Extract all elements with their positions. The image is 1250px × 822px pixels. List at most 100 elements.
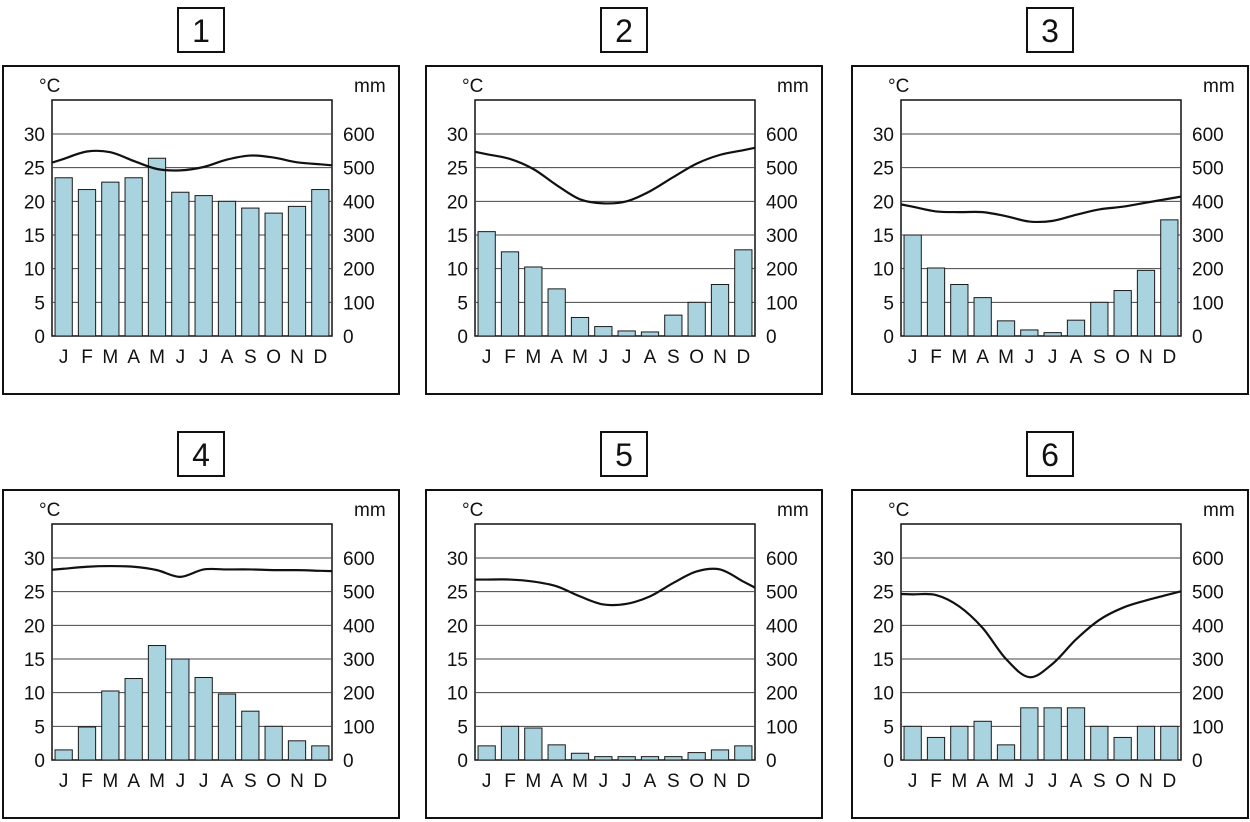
month-label: A <box>1070 347 1083 368</box>
precipitation-tick-label: 100 <box>1192 293 1224 314</box>
temperature-tick-label: 15 <box>873 226 894 247</box>
chart-number: 4 <box>192 437 210 473</box>
month-label: M <box>102 347 118 368</box>
month-label: M <box>102 771 118 792</box>
plot-area <box>474 523 756 761</box>
precipitation-bar <box>124 678 143 761</box>
temperature-unit-label: °C <box>39 76 60 97</box>
month-label: A <box>127 771 140 792</box>
precipitation-bar <box>1066 319 1086 337</box>
chart-number-box <box>600 431 648 477</box>
temperature-tick-label: 25 <box>447 583 468 604</box>
precipitation-tick-label: 100 <box>343 717 375 738</box>
precipitation-bar <box>524 266 543 337</box>
precipitation-bar <box>926 736 946 761</box>
precipitation-bar <box>1113 290 1132 337</box>
precipitation-bar <box>973 720 992 761</box>
month-label: J <box>482 771 492 792</box>
month-label: M <box>951 771 967 792</box>
precipitation-bar <box>147 157 167 337</box>
precipitation-unit-label: mm <box>777 76 809 97</box>
month-label: M <box>525 771 541 792</box>
precipitation-tick-label: 100 <box>343 293 375 314</box>
month-label: A <box>221 347 234 368</box>
month-label: F <box>930 771 942 792</box>
precipitation-bar <box>903 725 922 761</box>
month-label: J <box>1048 347 1058 368</box>
temperature-unit-label: °C <box>888 500 909 521</box>
precipitation-bar <box>1090 301 1109 337</box>
temperature-tick-label: 30 <box>24 549 45 570</box>
month-label: N <box>1139 771 1153 792</box>
temperature-tick-label: 5 <box>883 293 894 314</box>
precipitation-bar <box>311 189 330 337</box>
month-label: J <box>482 347 492 368</box>
month-label: M <box>149 347 165 368</box>
month-label: J <box>1025 347 1035 368</box>
precipitation-bar <box>477 231 496 337</box>
precipitation-tick-label: 600 <box>343 125 375 146</box>
temperature-tick-label: 30 <box>447 125 468 146</box>
month-label: J <box>599 347 609 368</box>
month-label: F <box>930 347 942 368</box>
month-label: O <box>266 771 281 792</box>
month-label: S <box>1093 771 1106 792</box>
precipitation-tick-label: 500 <box>766 159 798 180</box>
precipitation-bar <box>640 331 660 337</box>
precipitation-tick-label: 500 <box>766 583 798 604</box>
precipitation-bar <box>77 726 97 761</box>
precipitation-tick-label: 200 <box>766 684 798 705</box>
temperature-tick-label: 20 <box>24 616 45 637</box>
month-label: N <box>1139 347 1153 368</box>
temperature-tick-label: 20 <box>447 616 468 637</box>
month-label: J <box>599 771 609 792</box>
month-label: J <box>199 347 209 368</box>
precipitation-tick-label: 300 <box>343 650 375 671</box>
precipitation-bar <box>217 693 237 761</box>
chart-number-box <box>177 431 225 477</box>
chart-number-box <box>177 7 225 53</box>
precipitation-bar <box>1020 329 1039 337</box>
precipitation-bar <box>1043 332 1062 337</box>
month-label: D <box>736 347 750 368</box>
precipitation-bar <box>477 745 496 761</box>
precipitation-bar <box>1113 736 1132 761</box>
precipitation-tick-label: 600 <box>343 549 375 570</box>
precipitation-tick-label: 100 <box>1192 717 1224 738</box>
chart-frame <box>425 489 823 819</box>
month-label: N <box>713 347 727 368</box>
precipitation-bar <box>264 212 283 337</box>
month-label: O <box>689 347 704 368</box>
month-label: O <box>689 771 704 792</box>
precipitation-bar <box>1136 725 1156 761</box>
plot-area <box>900 523 1182 761</box>
temperature-tick-label: 5 <box>34 717 45 738</box>
month-label: N <box>290 347 304 368</box>
month-label: N <box>713 771 727 792</box>
precipitation-unit-label: mm <box>1203 76 1235 97</box>
temperature-unit-label: °C <box>462 500 483 521</box>
month-label: M <box>525 347 541 368</box>
month-label: F <box>504 771 516 792</box>
temperature-line <box>51 564 333 578</box>
precipitation-bar <box>1160 725 1179 761</box>
month-label: O <box>266 347 281 368</box>
temperature-tick-label: 15 <box>24 226 45 247</box>
precipitation-bar <box>1020 707 1039 761</box>
precipitation-tick-label: 500 <box>343 583 375 604</box>
temperature-tick-label: 15 <box>873 650 894 671</box>
temperature-tick-label: 15 <box>447 226 468 247</box>
precipitation-bar <box>950 725 969 761</box>
month-label: J <box>1048 771 1058 792</box>
month-label: J <box>622 347 632 368</box>
precipitation-tick-label: 400 <box>1192 192 1224 213</box>
precipitation-tick-label: 300 <box>1192 650 1224 671</box>
temperature-tick-label: 0 <box>883 751 894 772</box>
precipitation-tick-label: 100 <box>766 293 798 314</box>
precipitation-tick-label: 200 <box>766 260 798 281</box>
precipitation-bar <box>973 297 992 337</box>
precipitation-bar <box>77 189 97 337</box>
month-label: F <box>504 347 516 368</box>
